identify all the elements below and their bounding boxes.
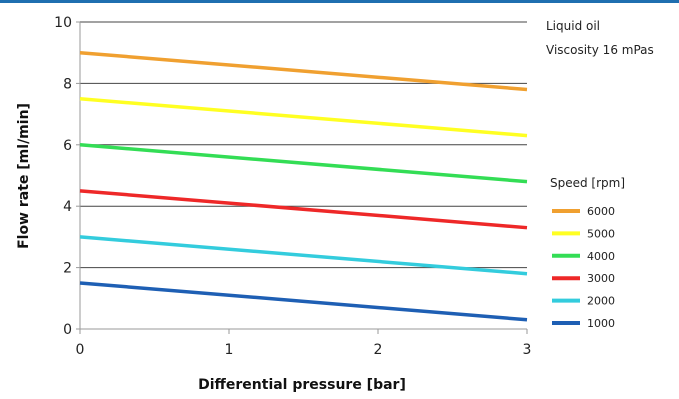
x-tick-labels: 0 1 2 3	[76, 329, 532, 358]
x-tick-label: 3	[523, 342, 532, 358]
y-tick-label: 0	[63, 322, 72, 338]
top-border	[0, 0, 679, 3]
legend-label-1000: 1000	[587, 317, 615, 330]
y-tick-label: 6	[63, 138, 72, 154]
x-tick-label: 0	[76, 342, 85, 358]
legend: 6000 5000 4000 3000 2000 1000	[552, 205, 615, 330]
annotation-fluid: Liquid oil	[546, 19, 600, 33]
y-tick-label: 10	[54, 15, 72, 31]
x-tick-label: 1	[225, 342, 234, 358]
y-tick-label: 2	[63, 261, 72, 277]
legend-label-3000: 3000	[587, 272, 615, 285]
y-tick-label: 4	[63, 199, 72, 215]
series-line-2000	[79, 235, 528, 276]
axes	[79, 22, 527, 330]
legend-title: Speed [rpm]	[550, 176, 625, 190]
x-axis-title: Differential pressure [bar]	[198, 377, 406, 393]
x-tick-label: 2	[374, 342, 383, 358]
y-axis-title: Flow rate [ml/min]	[16, 103, 32, 249]
legend-label-5000: 5000	[587, 227, 615, 240]
series-lines	[79, 50, 528, 322]
series-line-1000	[79, 281, 528, 322]
annotation-viscosity: Viscosity 16 mPas	[546, 43, 654, 57]
y-tick-label: 8	[63, 76, 72, 92]
legend-label-6000: 6000	[587, 205, 615, 218]
legend-label-2000: 2000	[587, 295, 615, 308]
y-tick-labels: 0 2 4 6 8 10	[54, 15, 80, 338]
legend-label-4000: 4000	[587, 250, 615, 263]
series-line-5000	[79, 97, 528, 138]
series-line-6000	[79, 50, 528, 92]
series-line-4000	[79, 143, 528, 184]
series-line-3000	[79, 189, 528, 230]
